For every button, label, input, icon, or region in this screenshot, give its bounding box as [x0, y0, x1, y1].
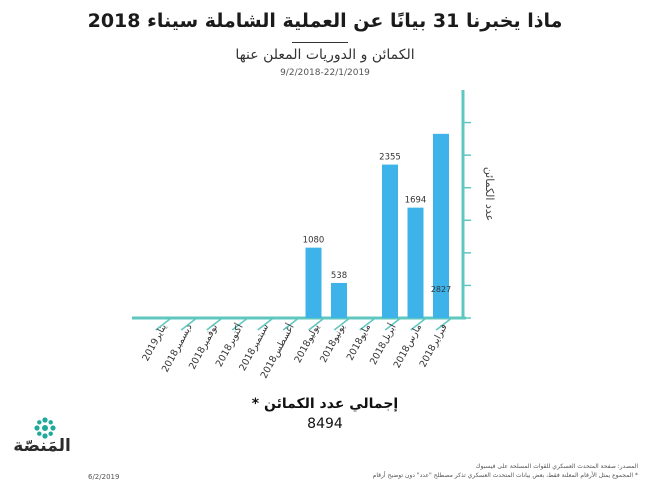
- source-note: المصدر: صفحة المتحدث العسكري للقوات المس…: [373, 462, 638, 480]
- brand-name: المَنصّة: [13, 436, 71, 456]
- x-axis-tick: [384, 317, 402, 331]
- x-axis-tick: [308, 317, 325, 331]
- x-axis-tick: [333, 317, 351, 331]
- bar: [433, 133, 449, 318]
- bar: [407, 207, 424, 318]
- bar: [331, 282, 347, 318]
- x-axis-tick: [231, 317, 249, 331]
- x-axis-tick: [282, 317, 300, 331]
- chart-subtitle: الكمائن و الدوريات المعلن عنها: [235, 47, 415, 63]
- total-ambushes-label: إجمالي عدد الكمائن *: [251, 396, 399, 412]
- x-axis-tick: [410, 317, 427, 331]
- total-ambushes-value: 8494: [307, 416, 343, 432]
- x-tick-label: مايو2018: [345, 322, 373, 362]
- data-label: 2827: [431, 285, 451, 294]
- bar: [382, 164, 398, 318]
- title-underline: [292, 42, 348, 43]
- date-range: 9/2/2018-22/1/2019: [280, 68, 370, 78]
- data-label: 1694: [405, 196, 427, 206]
- x-axis-tick: [155, 317, 172, 331]
- bar: [305, 247, 322, 318]
- y-axis-label: عدد الكمائن: [483, 167, 496, 221]
- x-axis-tick: [359, 317, 376, 331]
- x-axis-tick: [435, 317, 453, 331]
- x-axis-tick: [180, 317, 198, 331]
- x-axis-tick: [206, 317, 223, 331]
- brand-logo-icon: [34, 417, 56, 439]
- source-line: المصدر: صفحة المتحدث العسكري للقوات المس…: [475, 463, 638, 470]
- x-tick-label: يناير2019: [140, 322, 169, 363]
- x-tick-label: يونيو2018: [318, 322, 348, 365]
- bar-chart: عدد الكمائن2827فبراير20181694مارس2018235…: [132, 90, 496, 381]
- x-axis-tick: [257, 317, 274, 331]
- chart-title: ماذا يخبرنا 31 بيانًا عن العملية الشاملة…: [87, 10, 563, 32]
- publish-date: 6/2/2019: [88, 473, 120, 481]
- footnote-line: * المجموع يمثل الأرقام المعلنة فقط، بعض …: [372, 472, 638, 479]
- data-label: 538: [331, 271, 347, 281]
- data-label: 2355: [379, 153, 401, 163]
- data-label: 1080: [303, 236, 325, 246]
